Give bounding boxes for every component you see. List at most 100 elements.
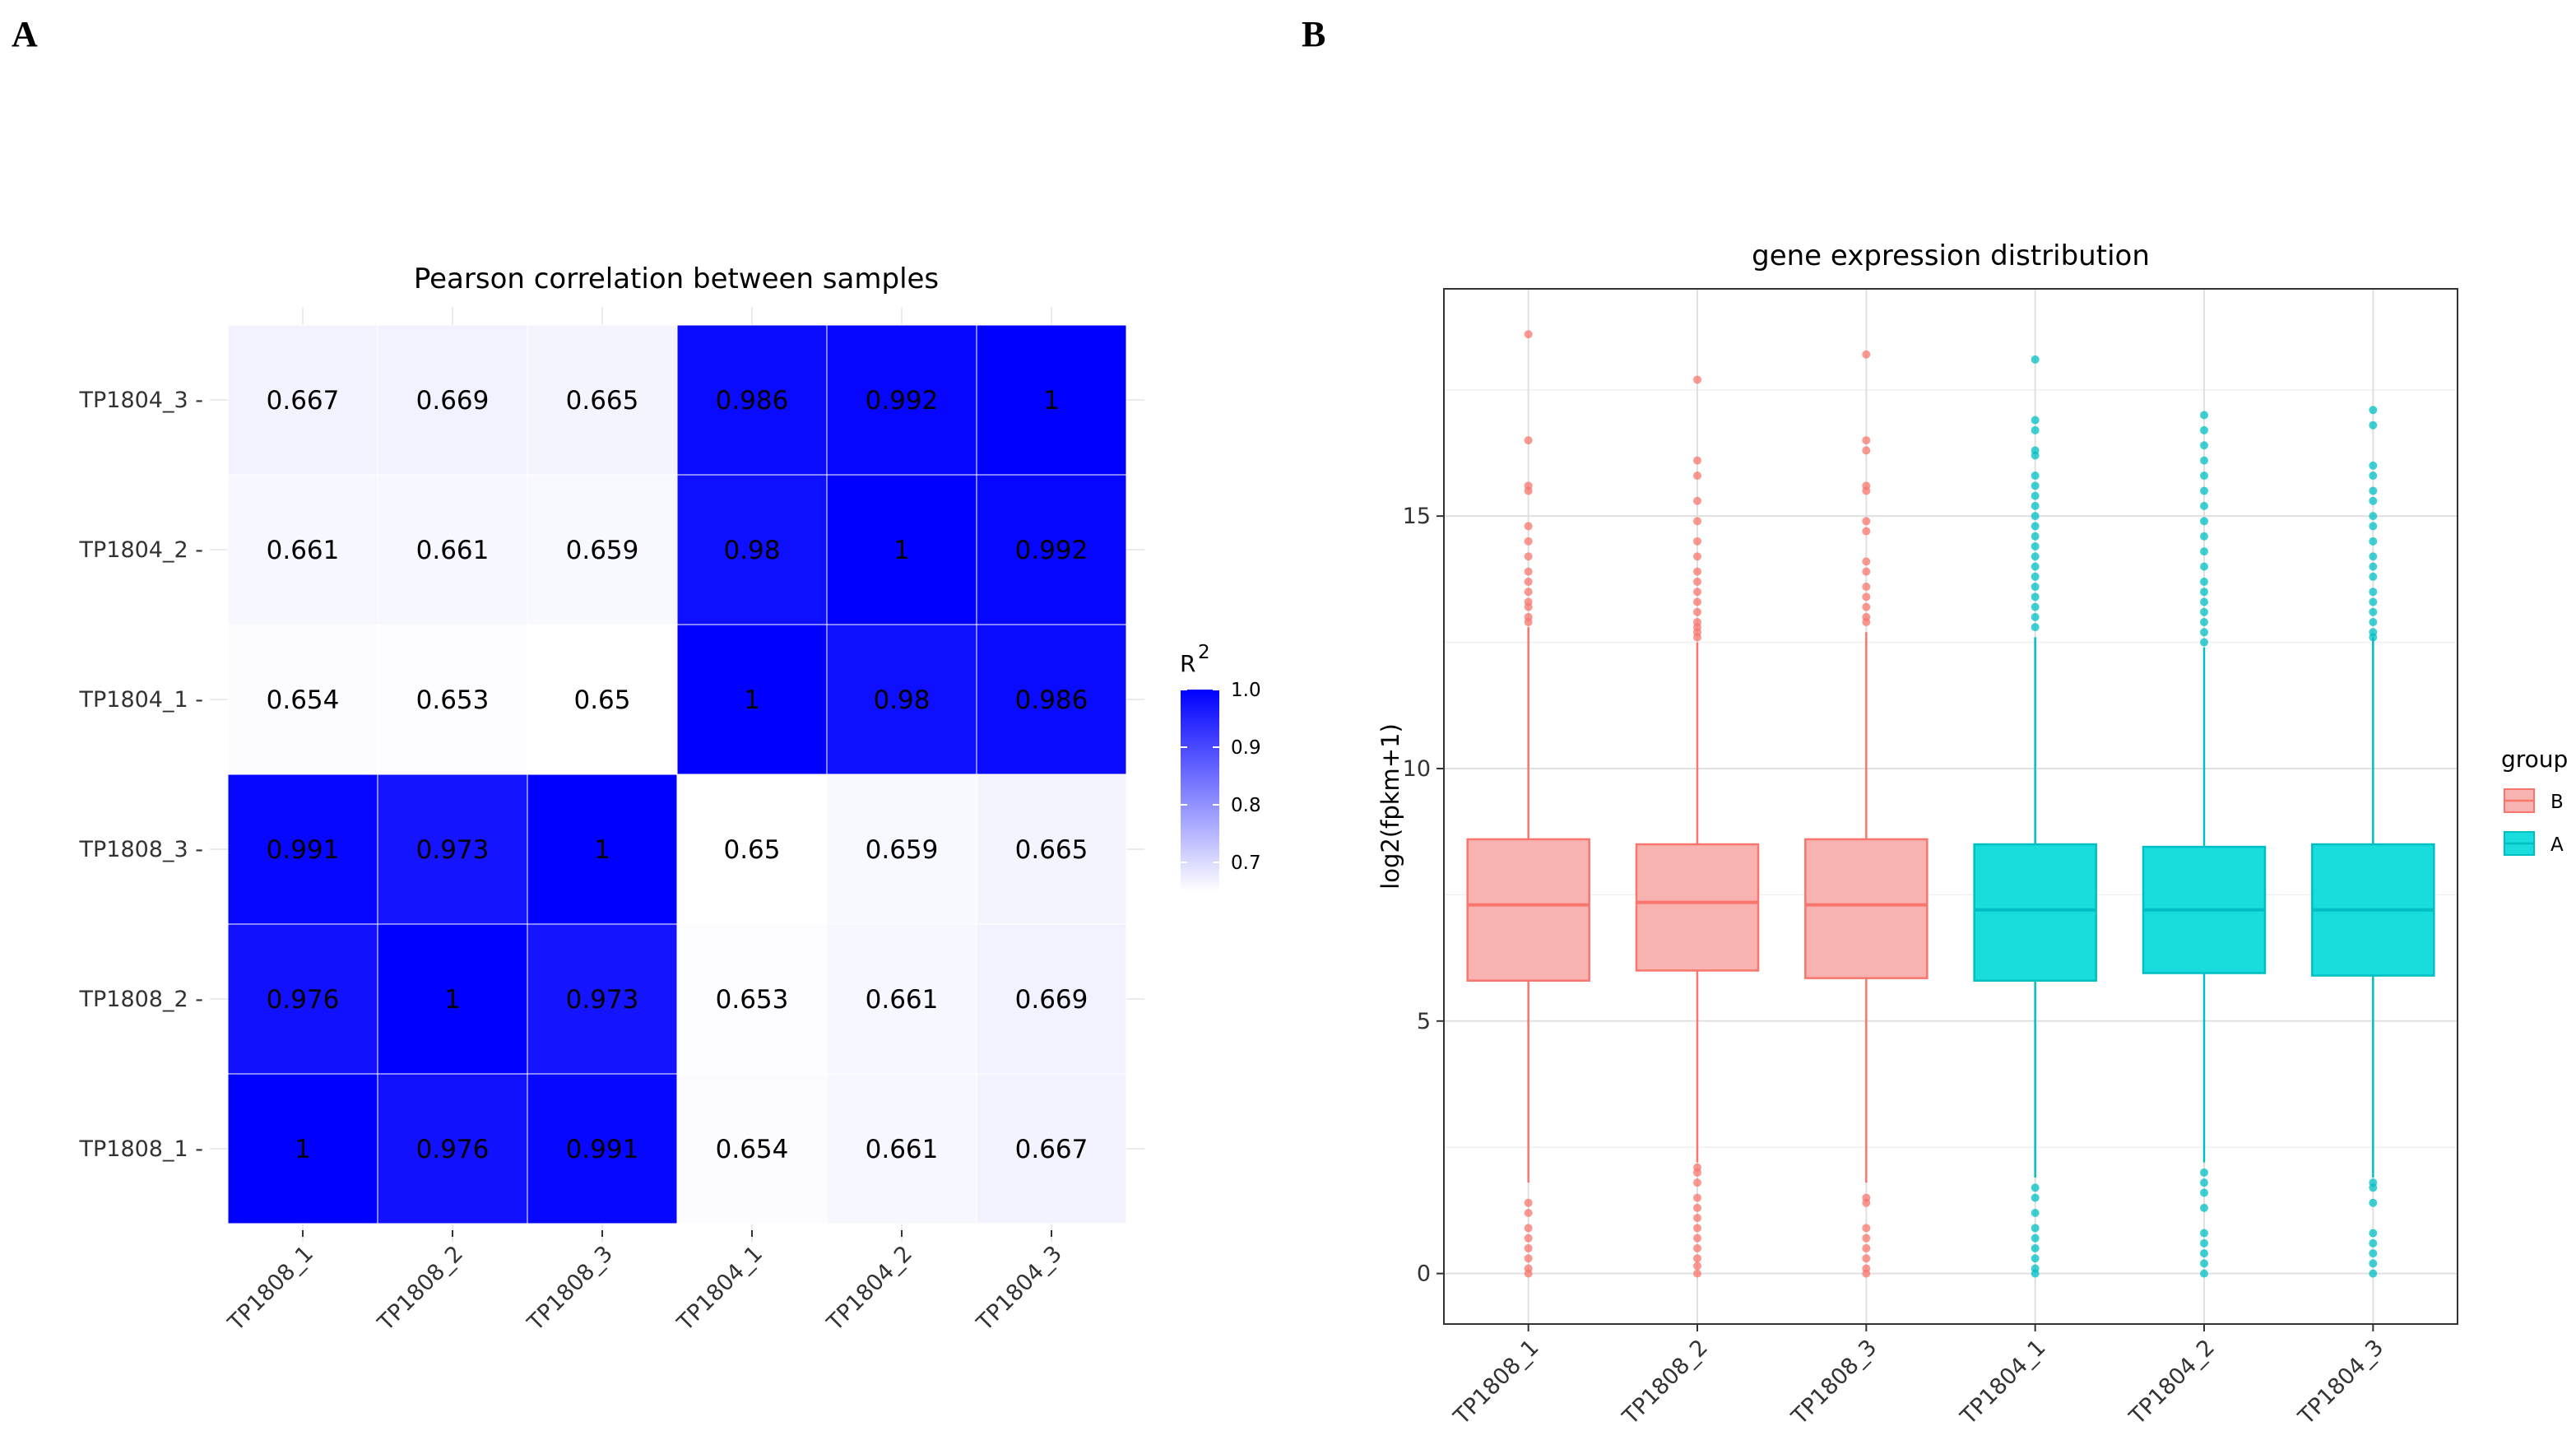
heatmap-cell-value: 1 — [893, 536, 910, 565]
box-outlier-point — [1693, 517, 1701, 526]
box-outlier-point — [1862, 1224, 1871, 1233]
box-outlier-point — [1862, 1243, 1871, 1252]
heatmap-cell — [676, 774, 828, 925]
heatmap-cell-value: 1 — [1043, 386, 1060, 416]
boxplot-panel: gene expression distribution 0 5 10 15 TP18… — [1376, 239, 2568, 1430]
heatmap-cell-value: 0.986 — [1015, 685, 1088, 715]
box-TP1808_3 — [1804, 350, 1929, 1278]
boxplot-boxes — [1466, 330, 2435, 1278]
heatmap-cell — [227, 774, 378, 925]
box-outlier-point — [1693, 588, 1701, 597]
heatmap-cell-value: 1 — [444, 985, 461, 1015]
box-outlier-point — [1862, 350, 1871, 359]
boxplot-y-tick-label: 5 — [1417, 1009, 1431, 1034]
box-TP1804_2 — [2142, 411, 2267, 1278]
box-outlier-point — [2031, 1208, 2040, 1217]
heatmap-cell-value: 0.659 — [566, 536, 639, 565]
boxplot-y-axis: 0 5 10 15 — [1403, 504, 1444, 1287]
box-outlier-point — [2200, 411, 2208, 420]
heatmap-cell-value: 0.653 — [716, 985, 789, 1015]
heatmap-cell — [227, 1073, 378, 1224]
box-outlier-point — [1524, 1243, 1533, 1252]
heatmap-cell — [826, 923, 977, 1075]
box-outlier-point — [2031, 583, 2040, 592]
heatmap-cell — [527, 474, 678, 625]
box-outlier-point — [1862, 1198, 1871, 1207]
box-outlier-point — [1524, 577, 1533, 586]
heatmap-cell-value: 0.667 — [267, 386, 340, 416]
heatmap-cell — [377, 474, 528, 625]
box-outlier-point — [1524, 588, 1533, 597]
box-outlier-point — [1693, 375, 1701, 384]
boxplot-x-axis: TP1808_1 TP1808_2 TP1808_3 TP1804_1 TP1804_2… — [1449, 1324, 2388, 1430]
legend-title-superscript: 2 — [1198, 642, 1210, 663]
boxplot-x-tick-label: TP1804_3 — [2293, 1335, 2388, 1430]
legend-entry-B: B — [2501, 786, 2564, 815]
box-outlier-point — [2369, 522, 2378, 531]
box-iqr — [1635, 843, 1760, 972]
heatmap-title: Pearson correlation between samples — [414, 263, 939, 295]
heatmap-cell-value: 1 — [594, 835, 610, 865]
boxplot-y-tick-label: 15 — [1403, 504, 1431, 529]
box-outlier-point — [1524, 567, 1533, 576]
heatmap-cell-value: 0.661 — [416, 536, 490, 565]
box-outlier-point — [2031, 552, 2040, 561]
heatmap-cell — [826, 624, 977, 775]
box-outlier-point — [2031, 491, 2040, 500]
box-outlier-point — [2200, 1259, 2208, 1268]
box-outlier-point — [2031, 592, 2040, 602]
legend-ticks: 1.0 0.9 0.8 0.7 — [1181, 680, 1261, 874]
heatmap-cell — [527, 774, 678, 925]
box-outlier-point — [2031, 451, 2040, 460]
box-TP1804_3 — [2311, 406, 2435, 1278]
box-outlier-point — [1524, 537, 1533, 546]
heatmap-y-tick-label: TP1808_2 - — [79, 987, 204, 1012]
box-outlier-point — [1693, 456, 1701, 465]
box-outlier-point — [1693, 1193, 1701, 1202]
boxplot-x-tick-label: TP1804_1 — [1956, 1335, 2051, 1430]
heatmap-x-tick-label: TP1804_3 — [972, 1241, 1067, 1336]
box-outlier-point — [2369, 537, 2378, 546]
heatmap-cell-value: 0.661 — [866, 985, 939, 1015]
heatmap-cell-value: 0.659 — [866, 835, 939, 865]
heatmap-x-tick-label: TP1808_1 — [223, 1241, 318, 1336]
box-outlier-point — [2369, 496, 2378, 505]
heatmap-cell-value: 0.986 — [716, 386, 789, 416]
box-outlier-point — [2200, 597, 2208, 606]
box-outlier-point — [1862, 567, 1871, 576]
box-outlier-point — [1693, 1168, 1701, 1177]
box-outlier-point — [2031, 1269, 2040, 1278]
box-outlier-point — [1693, 567, 1701, 576]
box-outlier-point — [2200, 1203, 2208, 1212]
box-outlier-point — [1524, 330, 1533, 339]
box-outlier-point — [2031, 355, 2040, 364]
heatmap-cell-value: 0.65 — [573, 685, 630, 715]
heatmap-cell-value: 0.992 — [866, 386, 939, 416]
box-outlier-point — [2369, 1229, 2378, 1238]
box-outlier-point — [2200, 562, 2208, 571]
heatmap-cell-value: 0.976 — [267, 985, 340, 1015]
heatmap-cell-value: 0.669 — [416, 386, 490, 416]
box-outlier-point — [1693, 1224, 1701, 1233]
box-outlier-point — [2031, 612, 2040, 621]
heatmap-cell-value: 0.98 — [873, 685, 930, 715]
heatmap-cell — [377, 1073, 528, 1224]
box-outlier-point — [2031, 472, 2040, 481]
box-iqr — [1466, 838, 1590, 982]
heatmap-cell-value: 0.65 — [723, 835, 780, 865]
box-outlier-point — [1862, 436, 1871, 445]
boxplot-legend-title: group — [2501, 746, 2568, 773]
box-TP1804_1 — [1973, 355, 2097, 1278]
box-outlier-point — [2031, 532, 2040, 541]
heatmap-x-axis: TP1808_1 TP1808_2 TP1808_3 TP1804_1 TP1804_2… — [223, 1230, 1067, 1336]
box-outlier-point — [2031, 572, 2040, 581]
box-outlier-point — [2200, 547, 2208, 556]
heatmap-cell — [227, 624, 378, 775]
boxplot-legend: group BA — [2501, 746, 2568, 858]
box-outlier-point — [2031, 1183, 2040, 1192]
box-outlier-point — [2031, 1193, 2040, 1202]
legend-entry-A: A — [2501, 829, 2564, 858]
box-outlier-point — [2369, 552, 2378, 561]
box-outlier-point — [2369, 1198, 2378, 1207]
legend-title-r: R — [1180, 650, 1195, 677]
